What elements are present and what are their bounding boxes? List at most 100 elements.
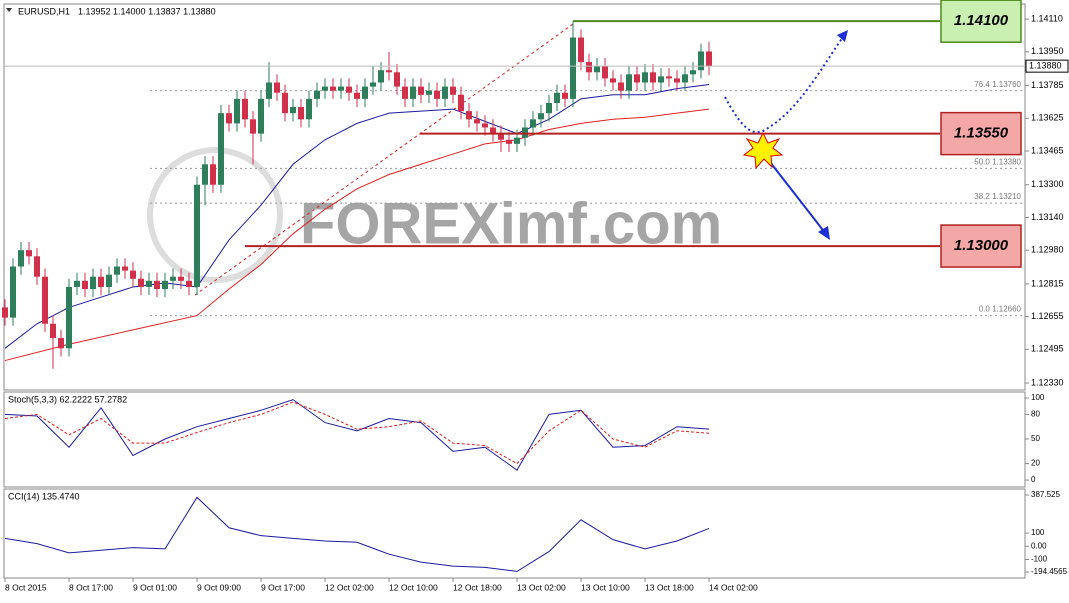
candle-body [290, 107, 296, 114]
candle-body [626, 74, 632, 91]
candle-body [402, 86, 408, 99]
candle-body [434, 90, 440, 99]
forecast-arrow [769, 161, 827, 235]
y-tick-label: 1.12980 [1031, 245, 1064, 255]
candle-body [202, 164, 208, 185]
y-tick-label: 1.13300 [1031, 179, 1064, 189]
candle-body [306, 98, 312, 120]
arrow-head [837, 30, 848, 42]
candle-body [274, 82, 280, 93]
x-tick-label: 12 Oct 18:00 [453, 582, 502, 592]
candle-body [138, 278, 144, 287]
candle-body [154, 280, 160, 290]
candle-body [698, 51, 704, 71]
candle-body [394, 72, 400, 87]
fib-label: 76.4 1.13760 [974, 80, 1021, 89]
x-tick-label: 12 Oct 10:00 [389, 582, 438, 592]
x-tick-label: 13 Oct 02:00 [517, 582, 566, 592]
candle-body [114, 266, 120, 275]
menu-icon [6, 8, 12, 12]
moving-average [4, 84, 710, 349]
candle-body [378, 70, 384, 83]
candle-body [354, 92, 360, 99]
candle-body [66, 286, 72, 349]
level-box [940, 224, 1022, 268]
candle-body [370, 82, 376, 87]
level-box [940, 111, 1022, 156]
candle-body [706, 51, 712, 67]
candle-body [474, 119, 480, 124]
candle-body [282, 92, 288, 114]
candle-body [194, 184, 200, 287]
candle-body [90, 276, 96, 290]
candle-body [234, 98, 240, 124]
y-tick-label: 387.525 [1031, 490, 1060, 499]
y-tick-label: 1.12655 [1031, 311, 1064, 321]
fib-label: 38.2 1.13210 [974, 192, 1021, 201]
candle-body [682, 74, 688, 83]
candle-body [570, 37, 576, 99]
y-tick-label: 100 [1031, 393, 1045, 402]
candle-body [450, 86, 456, 95]
forecast-curve [724, 33, 846, 134]
candle-body [650, 72, 656, 83]
candle-body [314, 90, 320, 99]
header-prices: 1.13952 1.14000 1.13837 1.13880 [78, 6, 216, 16]
current-price-box [1025, 59, 1069, 73]
candle-body [674, 78, 680, 83]
candle-body [538, 113, 544, 120]
candle-body [146, 280, 152, 287]
candle-body [562, 92, 568, 99]
y-tick-label: 50 [1031, 434, 1040, 443]
candle-body [482, 123, 488, 128]
candle-body [122, 266, 128, 271]
candle-body [642, 72, 648, 83]
y-tick-label: 1.12495 [1031, 344, 1064, 354]
candle-body [10, 266, 16, 318]
y-tick-label: 1.13785 [1031, 80, 1064, 90]
candle-body [322, 86, 328, 91]
candle-body [226, 113, 232, 124]
fib-label: 0.0 1.12660 [979, 305, 1022, 314]
candle-body [610, 78, 616, 83]
x-tick-label: 8 Oct 17:00 [69, 582, 113, 592]
y-tick-label: 1.14110 [1031, 14, 1063, 24]
y-tick-label: 20 [1031, 459, 1040, 468]
candle-body [426, 90, 432, 95]
candle-body [442, 86, 448, 99]
x-tick-label: 13 Oct 18:00 [645, 582, 694, 592]
candle-body [50, 323, 56, 339]
x-tick-label: 9 Oct 17:00 [261, 582, 305, 592]
candle-body [330, 86, 336, 91]
y-tick-label: 1.12330 [1031, 377, 1064, 387]
candle-body [42, 276, 48, 324]
x-tick-label: 13 Oct 10:00 [581, 582, 630, 592]
indicator-line [4, 399, 710, 471]
y-tick-label: 0.00 [1031, 541, 1047, 550]
candle-body [170, 276, 176, 281]
candle-body [602, 66, 608, 79]
y-tick-label: 80 [1031, 410, 1040, 419]
x-tick-label: 9 Oct 01:00 [133, 582, 177, 592]
candle-body [634, 74, 640, 83]
y-tick-label: 1.13625 [1031, 113, 1064, 123]
candle-body [266, 82, 272, 99]
candle-body [186, 280, 192, 287]
candle-body [498, 133, 504, 140]
y-tick-label: 100 [1031, 528, 1045, 537]
candle-body [2, 307, 8, 318]
indicator-line [4, 496, 710, 572]
candle-body [346, 86, 352, 93]
candle-body [338, 86, 344, 91]
candle-body [162, 280, 168, 290]
main-panel [3, 3, 1026, 391]
y-tick-label: 1.12815 [1031, 278, 1064, 288]
candle-body [210, 164, 216, 185]
candle-body [554, 92, 560, 103]
arrow-head [818, 226, 830, 240]
x-tick-label: 9 Oct 09:00 [197, 582, 241, 592]
candle-body [506, 139, 512, 144]
